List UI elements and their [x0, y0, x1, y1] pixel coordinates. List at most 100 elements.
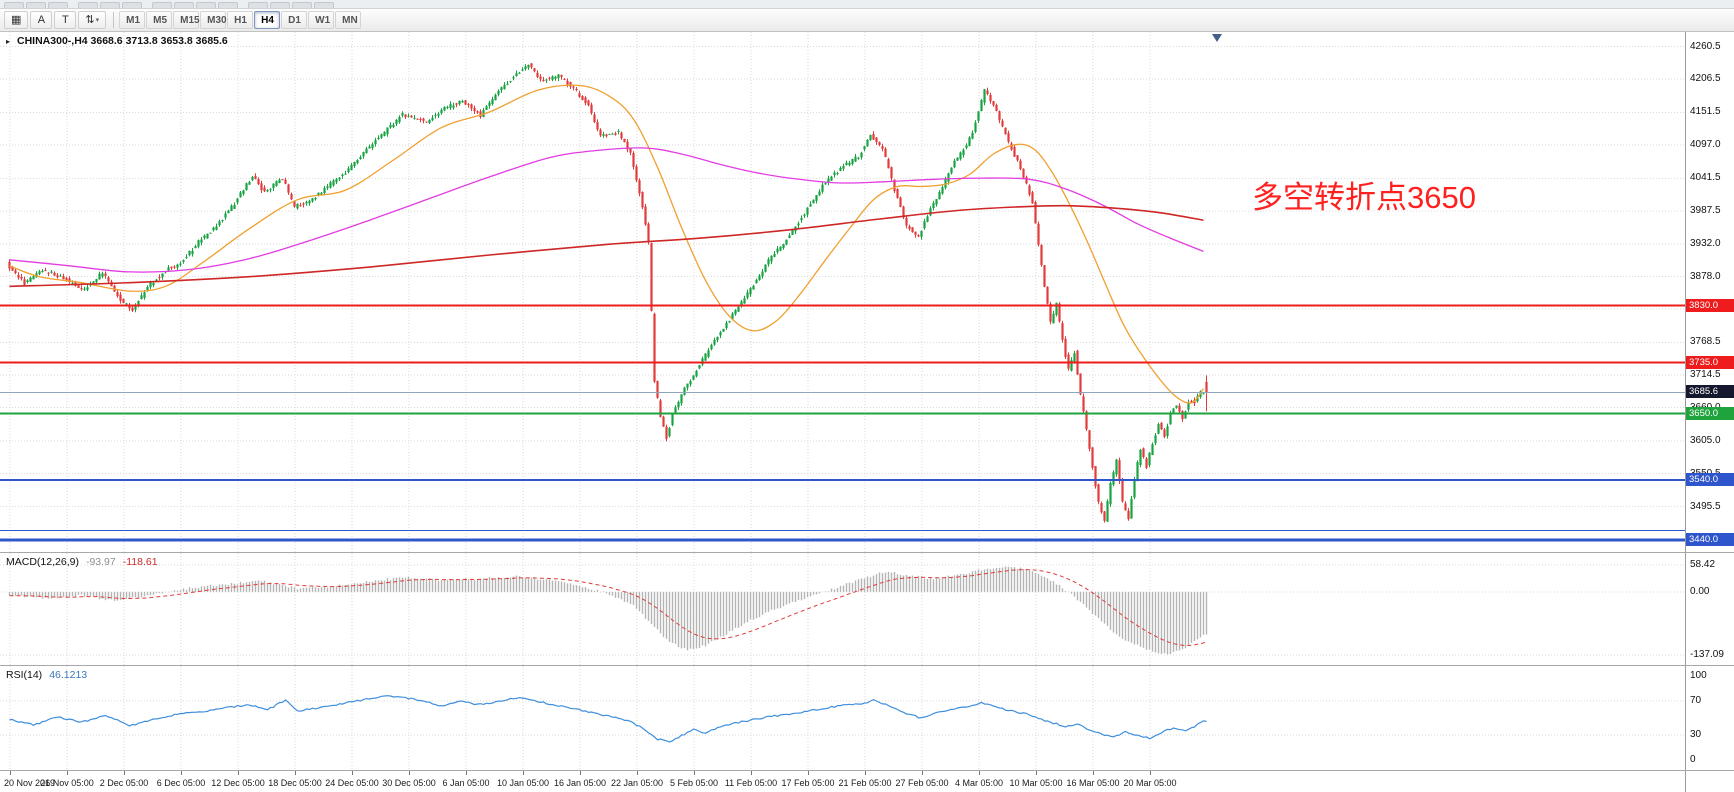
- time-tick: [1150, 771, 1151, 775]
- time-tick-label: 20 Mar 05:00: [1123, 778, 1177, 788]
- expand-triangle-icon[interactable]: ▸: [6, 36, 11, 46]
- price-tick-label: 70: [1690, 695, 1702, 707]
- toolbar-button-cutoff[interactable]: [4, 2, 24, 8]
- time-tick-label: 17 Feb 05:00: [781, 778, 835, 788]
- chart-shift-marker-icon[interactable]: [1212, 34, 1222, 42]
- timeframe-button-d1[interactable]: D1: [281, 11, 308, 29]
- time-tick-label: 12 Dec 05:00: [211, 778, 265, 788]
- toolbar-button-cutoff[interactable]: [248, 2, 268, 8]
- text-t-button[interactable]: T: [54, 11, 77, 29]
- price-tick-label: 100: [1690, 670, 1707, 681]
- chart-grid-button[interactable]: ▦: [4, 11, 29, 29]
- macd-axis[interactable]: 58.42 0.00 -137.09: [1685, 553, 1734, 665]
- main-chart-canvas[interactable]: [0, 32, 1686, 552]
- toolbar-button-cutoff[interactable]: [218, 2, 238, 8]
- top-toolbar-partial: [0, 0, 1734, 9]
- price-tick-label: 3768.5: [1690, 336, 1721, 348]
- price-tick-label: 0.00: [1690, 585, 1710, 597]
- price-tick-label: -137.09: [1690, 649, 1724, 660]
- price-tick-label: 58.42: [1690, 559, 1716, 570]
- time-tick: [979, 771, 980, 775]
- timeframe-button-mn[interactable]: MN: [335, 11, 362, 29]
- time-tick-label: 30 Dec 05:00: [382, 778, 436, 788]
- price-tick-label: 3878.0: [1690, 270, 1721, 282]
- toolbar-button-cutoff[interactable]: [196, 2, 216, 8]
- time-tick-label: 6 Jan 05:00: [442, 778, 490, 788]
- macd-label: MACD(12,26,9): [6, 556, 79, 568]
- rsi-header: RSI(14) 46.1213: [6, 669, 87, 681]
- bid-price-badge: 3685.6: [1686, 385, 1734, 399]
- price-tick-label: 3605.0: [1690, 434, 1721, 446]
- time-tick: [238, 771, 239, 775]
- time-tick-label: 20 Nov 2019: [4, 778, 56, 788]
- time-tick-label: 6 Dec 05:00: [156, 778, 206, 788]
- time-tick: [865, 771, 866, 775]
- rsi-axis[interactable]: 100 70 30 0: [1685, 666, 1734, 770]
- text-t-icon: T: [62, 13, 69, 26]
- time-tick-label: 16 Mar 05:00: [1066, 778, 1120, 788]
- level-price-badge: 3830.0: [1686, 298, 1734, 312]
- price-tick-label: 3714.5: [1690, 368, 1721, 380]
- time-tick-label: 10 Jan 05:00: [496, 778, 550, 788]
- price-tick-label: 0: [1690, 754, 1696, 765]
- timeframe-button-h4[interactable]: H4: [254, 11, 281, 29]
- time-tick: [1093, 771, 1094, 775]
- time-tick: [409, 771, 410, 775]
- timeframe-button-m30[interactable]: M30: [200, 11, 227, 29]
- time-tick-label: 2 Dec 05:00: [99, 778, 149, 788]
- annotate-a-button[interactable]: A: [30, 11, 53, 29]
- time-tick: [67, 771, 68, 775]
- level-price-badge: 3650.0: [1686, 406, 1734, 420]
- timeframe-button-w1[interactable]: W1: [308, 11, 335, 29]
- time-tick: [523, 771, 524, 775]
- levels-layer[interactable]: [0, 304, 1686, 542]
- macd-canvas[interactable]: [0, 553, 1686, 665]
- cycle-button[interactable]: ⇅ ▾: [78, 11, 107, 29]
- chart-annotation-text[interactable]: 多空转折点3650: [1252, 180, 1476, 215]
- price-tick-label: 3495.5: [1690, 500, 1721, 512]
- timeframe-button-m1[interactable]: M1: [119, 11, 146, 29]
- charts-toolbar: ▦ A T ⇅ ▾ M1 M5 M15 M30 H1 H4 D1 W1 MN: [0, 9, 1734, 32]
- toolbar-button-cutoff[interactable]: [122, 2, 142, 8]
- time-axis[interactable]: 20 Nov 2019 26 Nov 05:00 2 Dec 05:00 6 Dec …: [0, 770, 1734, 792]
- timeframe-button-h1[interactable]: H1: [227, 11, 254, 29]
- toolbar-button-cutoff[interactable]: [314, 2, 334, 8]
- price-tick-label: 4041.5: [1690, 172, 1721, 184]
- time-tick: [466, 771, 467, 775]
- time-tick: [124, 771, 125, 775]
- price-tick-label: 4097.0: [1690, 139, 1721, 151]
- time-tick-label: 26 Nov 05:00: [40, 778, 94, 788]
- toolbar-button-cutoff[interactable]: [78, 2, 98, 8]
- time-tick: [808, 771, 809, 775]
- rsi-canvas[interactable]: [0, 666, 1686, 770]
- toolbar-button-cutoff[interactable]: [174, 2, 194, 8]
- macd-main-value: -93.97: [85, 556, 116, 568]
- toolbar-button-cutoff[interactable]: [26, 2, 46, 8]
- timeframe-button-m5[interactable]: M5: [146, 11, 173, 29]
- level-price-badge: 3540.0: [1686, 472, 1734, 486]
- time-tick: [181, 771, 182, 775]
- cycle-icon: ⇅: [85, 13, 95, 26]
- price-tick-label: 3932.0: [1690, 238, 1721, 250]
- rsi-grid-layer: [0, 666, 1686, 770]
- toolbar-button-cutoff[interactable]: [100, 2, 120, 8]
- macd-panel: MACD(12,26,9) -93.97 -118.61 58.42 0.00 -1…: [0, 552, 1734, 665]
- time-tick: [1036, 771, 1037, 775]
- price-tick-label: 4260.5: [1690, 40, 1721, 52]
- level-price-badge: 3735.0: [1686, 355, 1734, 369]
- timeframe-group: M1 M5 M15 M30 H1 H4 D1 W1 MN: [119, 11, 362, 29]
- chart-grid-icon: ▦: [11, 13, 22, 26]
- time-tick-label: 11 Feb 05:00: [724, 778, 778, 788]
- time-tick: [352, 771, 353, 775]
- macd-histogram-layer: [8, 566, 1208, 655]
- toolbar-button-cutoff[interactable]: [270, 2, 290, 8]
- toolbar-button-cutoff[interactable]: [48, 2, 68, 8]
- main-price-axis[interactable]: 4260.5 4206.5 4151.5 4097.0 4041.5 3987.5 3932…: [1685, 32, 1734, 552]
- toolbar-button-cutoff[interactable]: [292, 2, 312, 8]
- toolbar-button-cutoff[interactable]: [152, 2, 172, 8]
- timeframe-button-m15[interactable]: M15: [173, 11, 200, 29]
- chevron-down-icon: ▾: [95, 16, 100, 24]
- ohlc-text: CHINA300-,H4 3668.6 3713.8 3653.8 3685.6: [17, 35, 228, 47]
- time-tick: [694, 771, 695, 775]
- axis-corner: [1685, 771, 1734, 792]
